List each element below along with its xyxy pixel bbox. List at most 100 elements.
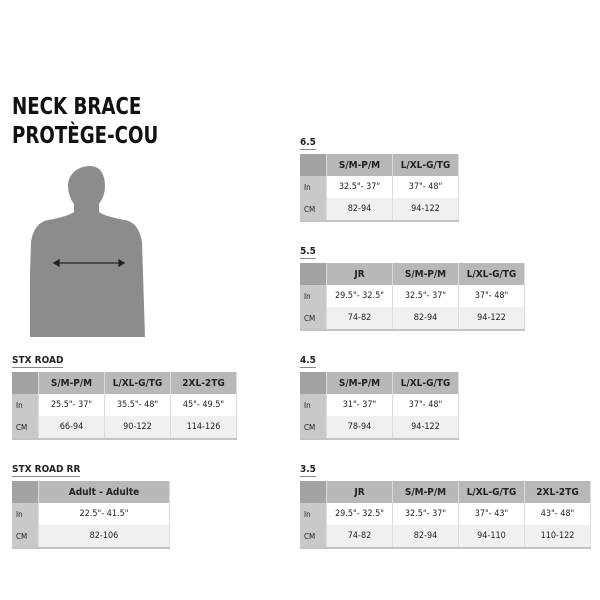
size-header: JR — [326, 481, 393, 503]
size-table-5-5: 5.5 JR S/M-P/M L/XL-G/TG In 29.5"- 32.5" 32.5"… — [300, 239, 525, 331]
corner-cell — [12, 372, 39, 394]
row-label: CM — [12, 525, 39, 548]
size-header: L/XL-G/TG — [104, 372, 171, 394]
header-row: Adult - Adulte — [12, 481, 170, 503]
size-table: JR S/M-P/M L/XL-G/TG In 29.5"- 32.5" 32.5"- 3… — [300, 263, 525, 331]
size-value: 45"- 49.5" — [170, 394, 237, 416]
table-row-in: In 29.5"- 32.5" 32.5"- 37" 37"- 48" — [300, 285, 525, 307]
size-value: 66-94 — [38, 416, 105, 439]
table-title: 3.5 — [300, 464, 316, 477]
size-value: 94-122 — [392, 416, 459, 439]
size-value: 74-82 — [326, 525, 393, 548]
size-table-stx-road-rr: STX ROAD RR Adult - Adulte In 22.5"- 41.5" C… — [12, 457, 170, 549]
corner-cell — [300, 263, 327, 285]
size-header: S/M-P/M — [392, 481, 459, 503]
corner-cell — [300, 481, 327, 503]
table-row-in: In 29.5"- 32.5" 32.5"- 37" 37"- 43" 43"- 48" — [300, 503, 591, 525]
corner-cell — [300, 372, 327, 394]
size-value: 90-122 — [104, 416, 171, 439]
size-value: 94-122 — [392, 198, 459, 221]
table-row-in: In 32.5"- 37" 37"- 48" — [300, 176, 459, 198]
size-table: S/M-P/M L/XL-G/TG In 31"- 37" 37"- 48" CM 78-9… — [300, 372, 459, 440]
table-row-cm: CM 78-94 94-122 — [300, 416, 459, 439]
size-table-6-5: 6.5 S/M-P/M L/XL-G/TG In 32.5"- 37" 37"- 48" C… — [300, 130, 459, 222]
measure-arrow-icon — [52, 258, 126, 268]
row-label: In — [12, 394, 39, 416]
header-row: JR S/M-P/M L/XL-G/TG — [300, 263, 525, 285]
size-table: JR S/M-P/M L/XL-G/TG 2XL-2TG In 29.5"- 32.5" 3… — [300, 481, 591, 549]
row-label: In — [300, 285, 327, 307]
size-table-3-5: 3.5 JR S/M-P/M L/XL-G/TG 2XL-2TG In 29.5"- 32.… — [300, 457, 591, 549]
size-value: 25.5"- 37" — [38, 394, 105, 416]
page-subtitle: PROTÈGE-COU — [12, 123, 159, 149]
row-label: CM — [300, 416, 327, 439]
size-value: 31"- 37" — [326, 394, 393, 416]
size-value: 82-106 — [38, 525, 170, 548]
table-title: 6.5 — [300, 137, 316, 150]
size-header: Adult - Adulte — [38, 481, 170, 503]
size-table-stx-road: STX ROAD S/M-P/M L/XL-G/TG 2XL-2TG In 25.5"- … — [12, 348, 237, 440]
row-label: CM — [300, 525, 327, 548]
page-title: NECK BRACE — [12, 94, 142, 120]
size-value: 29.5"- 32.5" — [326, 285, 393, 307]
row-label: CM — [300, 198, 327, 221]
header-row: S/M-P/M L/XL-G/TG 2XL-2TG — [12, 372, 237, 394]
size-header: JR — [326, 263, 393, 285]
size-value: 74-82 — [326, 307, 393, 330]
size-header: L/XL-G/TG — [458, 263, 525, 285]
corner-cell — [12, 481, 39, 503]
table-row-cm: CM 82-106 — [12, 525, 170, 548]
size-value: 82-94 — [326, 198, 393, 221]
header-row: JR S/M-P/M L/XL-G/TG 2XL-2TG — [300, 481, 591, 503]
table-title: 4.5 — [300, 355, 316, 368]
size-value: 35.5"- 48" — [104, 394, 171, 416]
size-value: 37"- 43" — [458, 503, 525, 525]
table-title: STX ROAD RR — [12, 464, 81, 477]
table-row-in: In 25.5"- 37" 35.5"- 48" 45"- 49.5" — [12, 394, 237, 416]
size-value: 82-94 — [392, 307, 459, 330]
row-label: In — [300, 394, 327, 416]
torso-silhouette-icon — [30, 166, 145, 337]
table-row-in: In 31"- 37" 37"- 48" — [300, 394, 459, 416]
size-value: 32.5"- 37" — [326, 176, 393, 198]
size-value: 37"- 48" — [458, 285, 525, 307]
header-row: S/M-P/M L/XL-G/TG — [300, 154, 459, 176]
size-header: L/XL-G/TG — [458, 481, 525, 503]
size-table: Adult - Adulte In 22.5"- 41.5" CM 82-106 — [12, 481, 170, 549]
size-header: S/M-P/M — [38, 372, 105, 394]
size-value: 32.5"- 37" — [392, 503, 459, 525]
size-header: S/M-P/M — [326, 154, 393, 176]
row-label: In — [300, 176, 327, 198]
size-header: S/M-P/M — [392, 263, 459, 285]
size-value: 43"- 48" — [524, 503, 591, 525]
size-value: 114-126 — [170, 416, 237, 439]
size-header: S/M-P/M — [326, 372, 393, 394]
size-value: 82-94 — [392, 525, 459, 548]
size-table-4-5: 4.5 S/M-P/M L/XL-G/TG In 31"- 37" 37"- 48" CM 7… — [300, 348, 459, 440]
row-label: In — [300, 503, 327, 525]
size-value: 110-122 — [524, 525, 591, 548]
table-title: 5.5 — [300, 246, 316, 259]
size-value: 32.5"- 37" — [392, 285, 459, 307]
size-value: 22.5"- 41.5" — [38, 503, 170, 525]
header-row: S/M-P/M L/XL-G/TG — [300, 372, 459, 394]
row-label: In — [12, 503, 39, 525]
table-row-cm: CM 66-94 90-122 114-126 — [12, 416, 237, 439]
size-table: S/M-P/M L/XL-G/TG 2XL-2TG In 25.5"- 37" 35.5"… — [12, 372, 237, 440]
row-label: CM — [12, 416, 39, 439]
corner-cell — [300, 154, 327, 176]
size-header: 2XL-2TG — [170, 372, 237, 394]
table-row-cm: CM 74-82 82-94 94-122 — [300, 307, 525, 330]
size-value: 94-110 — [458, 525, 525, 548]
table-row-cm: CM 82-94 94-122 — [300, 198, 459, 221]
size-value: 78-94 — [326, 416, 393, 439]
size-header: L/XL-G/TG — [392, 154, 459, 176]
size-header: 2XL-2TG — [524, 481, 591, 503]
size-table: S/M-P/M L/XL-G/TG In 32.5"- 37" 37"- 48" CM 82… — [300, 154, 459, 222]
table-row-cm: CM 74-82 82-94 94-110 110-122 — [300, 525, 591, 548]
table-row-in: In 22.5"- 41.5" — [12, 503, 170, 525]
size-header: L/XL-G/TG — [392, 372, 459, 394]
table-title: STX ROAD — [12, 355, 64, 368]
size-value: 94-122 — [458, 307, 525, 330]
size-value: 29.5"- 32.5" — [326, 503, 393, 525]
